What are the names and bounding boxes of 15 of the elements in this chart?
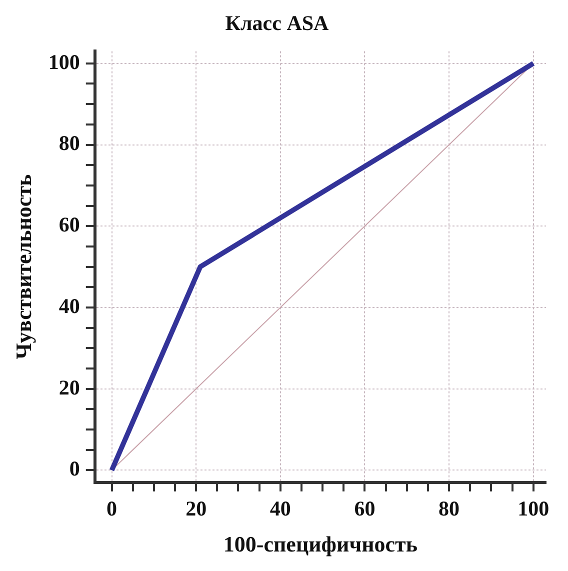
x-tick-label: 100 <box>518 496 550 520</box>
y-tick-label: 80 <box>58 131 80 156</box>
y-tick-label: 60 <box>58 212 80 237</box>
y-tick-label: 40 <box>58 294 80 318</box>
y-tick-label: 20 <box>58 375 80 400</box>
y-tick-label: 100 <box>48 50 80 74</box>
y-axis-title: Чувствительность <box>10 174 36 360</box>
x-tick-label: 40 <box>270 496 291 520</box>
x-tick-label: 20 <box>186 496 207 520</box>
x-axis-title: 100-специфичность <box>223 531 418 556</box>
x-tick-label: 0 <box>106 496 118 520</box>
x-tick-label: 80 <box>438 496 460 520</box>
x-tick-label: 60 <box>354 496 376 520</box>
y-tick-label: 0 <box>69 456 80 481</box>
chart-title: Класс ASA <box>225 11 330 36</box>
